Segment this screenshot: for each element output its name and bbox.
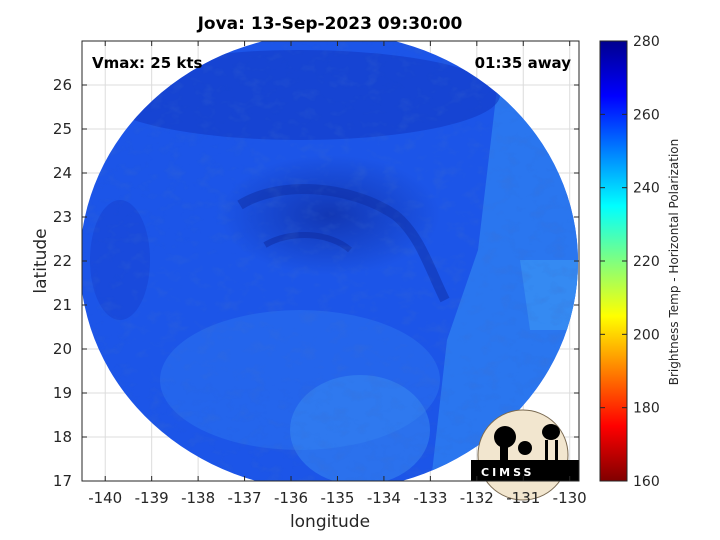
y-tick-label: 19: [53, 384, 72, 402]
y-tick-label: 26: [53, 76, 72, 94]
x-tick-label: -140: [88, 489, 122, 507]
y-axis-label: latitude: [31, 228, 51, 293]
cimss-logo: CIMSS: [471, 409, 579, 501]
y-tick-label: 21: [53, 296, 72, 314]
y-tick-label: 24: [53, 164, 72, 182]
vmax-annotation: Vmax: 25 kts: [92, 54, 202, 72]
logo-label: CIMSS: [481, 466, 534, 479]
colorbar-tick-label: 280: [633, 34, 660, 50]
x-tick-label: -136: [274, 489, 308, 507]
colorbar-tick-label: 180: [633, 401, 660, 417]
colorbar-tick-label: 220: [633, 254, 660, 270]
colorbar: 160 180 200 220 240 260 280 Brightness Temp - …: [599, 34, 681, 490]
y-tick-label: 25: [53, 120, 72, 138]
colorbar-tick-label: 240: [633, 181, 660, 197]
x-tick-label: -130: [553, 489, 587, 507]
chart-title: Jova: 13-Sep-2023 09:30:00: [197, 14, 463, 34]
colorbar-tick-label: 200: [633, 327, 660, 343]
x-tick-label: -135: [320, 489, 354, 507]
colorbar-label: Brightness Temp - Horizontal Polarizatio…: [667, 139, 681, 386]
y-axis: 17 18 19 20 21 22 23 24 25 26: [53, 76, 579, 490]
x-tick-label: -132: [460, 489, 494, 507]
colorbar-tick-label: 160: [633, 474, 660, 490]
y-tick-label: 22: [53, 252, 72, 270]
x-tick-label: -134: [367, 489, 401, 507]
time-offset-annotation: 01:35 away: [475, 54, 572, 72]
y-tick-label: 23: [53, 208, 72, 226]
y-tick-label: 17: [53, 472, 72, 490]
x-tick-label: -137: [228, 489, 262, 507]
brightness-temperature-image: [82, 41, 578, 481]
x-axis: -140 -139 -138 -137 -136 -135 -134 -133 -132 -131…: [88, 41, 587, 507]
x-tick-label: -138: [181, 489, 215, 507]
x-axis-label: longitude: [290, 512, 370, 532]
x-tick-label: -133: [413, 489, 447, 507]
y-tick-label: 20: [53, 340, 72, 358]
x-tick-label: -131: [506, 489, 540, 507]
colorbar-tick-label: 260: [633, 107, 660, 123]
y-tick-label: 18: [53, 428, 72, 446]
x-tick-label: -139: [135, 489, 169, 507]
